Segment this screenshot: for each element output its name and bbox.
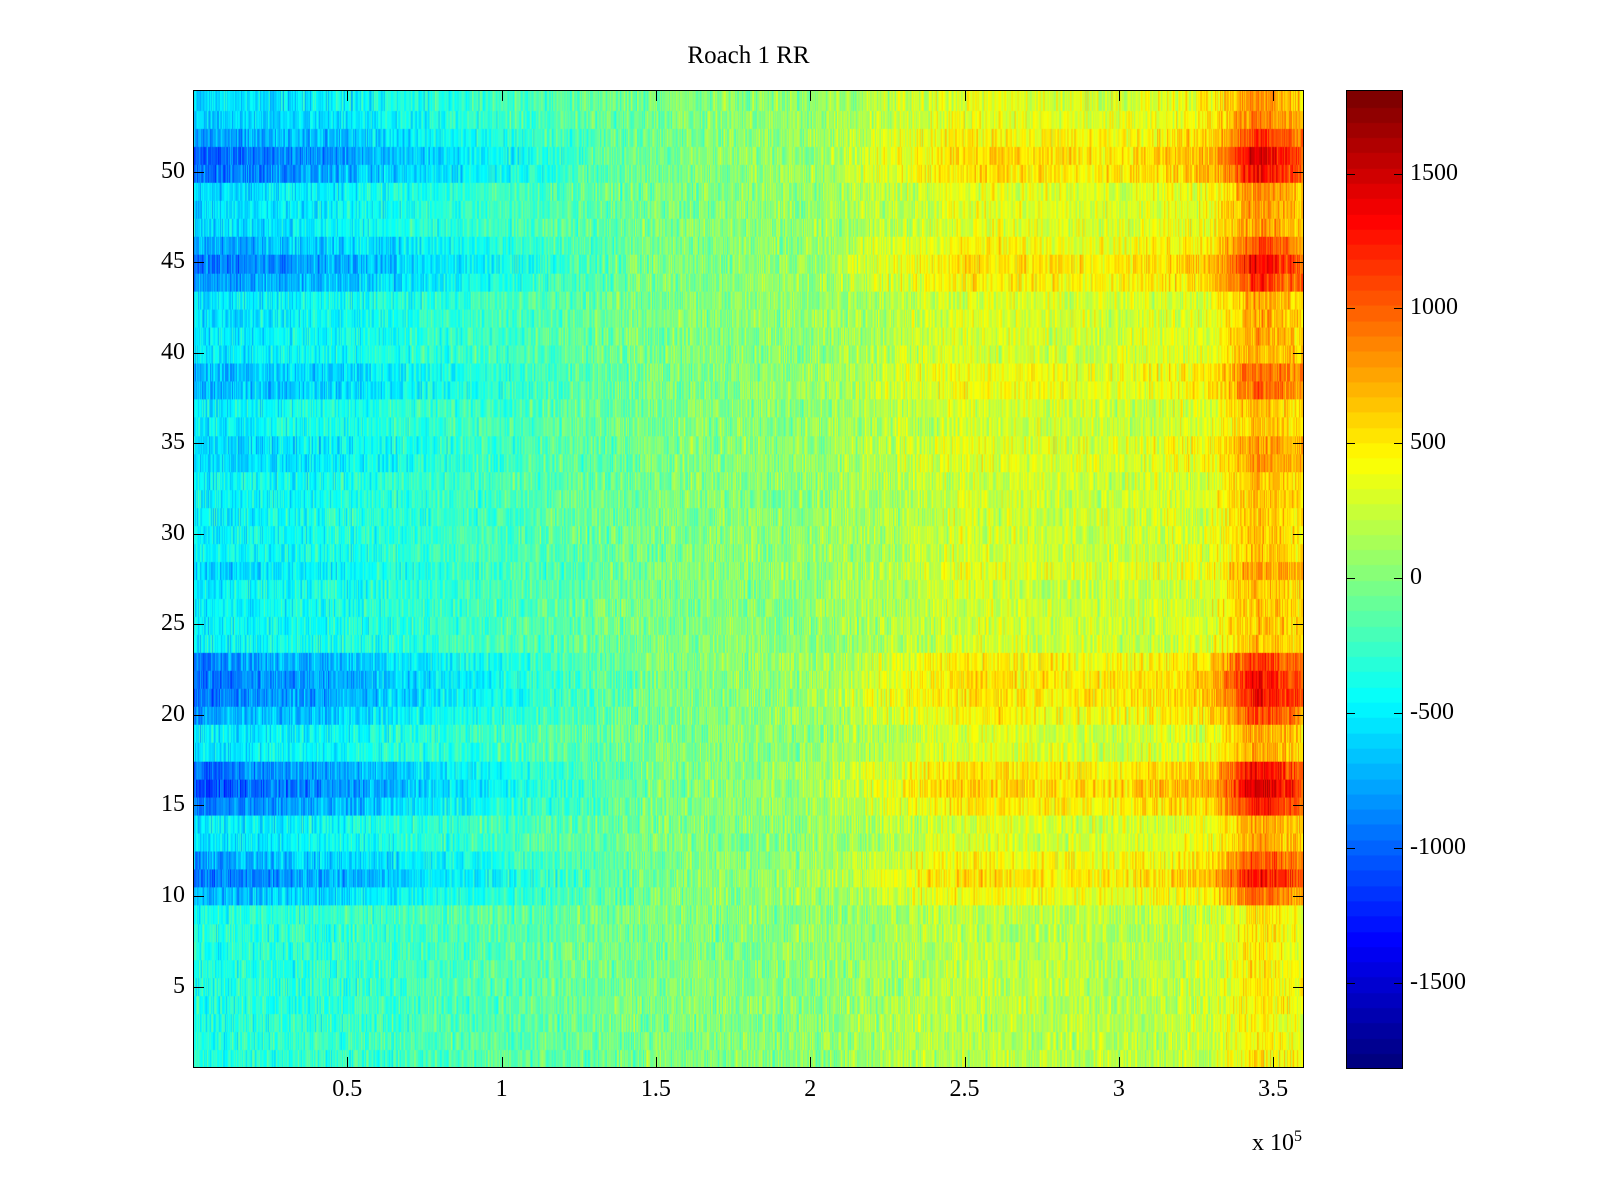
colorbar-tick-label: -500	[1410, 699, 1454, 725]
y-tick-label: 5	[173, 972, 185, 999]
x-tick-mark	[1273, 90, 1275, 101]
y-tick-mark	[1293, 443, 1304, 445]
colorbar-tick-mark	[1346, 578, 1355, 580]
y-tick-mark	[193, 895, 204, 897]
colorbar-tick-label: 1500	[1410, 159, 1458, 186]
y-tick-mark	[193, 443, 204, 445]
y-tick-label: 45	[161, 248, 185, 275]
x-tick-label: 2	[804, 1076, 817, 1102]
x-tick-mark	[810, 1057, 812, 1068]
x-axis-multiplier: x 105	[1252, 1128, 1302, 1157]
y-tick-mark	[1293, 171, 1304, 173]
colorbar-tick-mark	[1346, 443, 1355, 445]
x-tick-mark	[964, 90, 966, 101]
x-tick-mark	[1273, 1057, 1275, 1068]
colorbar-tick-mark	[1394, 578, 1403, 580]
x-tick-label: 3.5	[1258, 1076, 1289, 1102]
y-tick-mark	[1293, 805, 1304, 807]
heatmap-cells	[194, 91, 1303, 1067]
x-multiplier-exponent: 5	[1294, 1128, 1302, 1145]
x-tick-mark	[1118, 90, 1120, 101]
colorbar-tick-label: -1500	[1410, 968, 1466, 995]
y-tick-label: 15	[161, 791, 185, 818]
y-tick-mark	[193, 533, 204, 535]
colorbar-tick-mark	[1394, 173, 1403, 175]
colorbar-tick-mark	[1346, 173, 1355, 175]
colorbar-tick-label: 1000	[1410, 294, 1458, 321]
chart-title: Roach 1 RR	[687, 42, 810, 69]
x-tick-mark	[347, 1057, 349, 1068]
y-tick-label: 10	[161, 881, 185, 908]
x-tick-label: 1.5	[640, 1076, 671, 1102]
y-tick-mark	[193, 714, 204, 716]
colorbar-tick-mark	[1346, 713, 1355, 714]
y-tick-mark	[1293, 624, 1304, 626]
y-tick-label: 40	[161, 338, 185, 365]
y-tick-mark	[1293, 714, 1304, 716]
y-tick-label: 30	[161, 519, 185, 546]
plot-area	[193, 90, 1304, 1068]
colorbar-tick-mark	[1394, 713, 1403, 714]
x-tick-mark	[810, 90, 812, 101]
y-tick-mark	[193, 352, 204, 354]
colorbar-tick-mark	[1394, 982, 1403, 984]
y-tick-mark	[1293, 533, 1304, 535]
x-tick-mark	[964, 1057, 966, 1068]
y-tick-label: 50	[161, 157, 185, 184]
colorbar-tick-mark	[1346, 982, 1355, 984]
y-tick-label: 20	[161, 700, 185, 727]
x-tick-label: 0.5	[332, 1076, 363, 1102]
y-tick-label: 25	[161, 610, 185, 637]
colorbar-gradient	[1347, 91, 1402, 1068]
colorbar-tick-mark	[1346, 308, 1355, 310]
x-tick-label: 2.5	[949, 1076, 980, 1102]
colorbar-tick-mark	[1394, 443, 1403, 445]
y-tick-mark	[193, 171, 204, 173]
y-tick-mark	[1293, 986, 1304, 988]
y-tick-mark	[193, 262, 204, 264]
y-tick-label: 35	[161, 429, 185, 456]
colorbar-tick-label: 0	[1410, 564, 1422, 591]
y-tick-mark	[193, 986, 204, 988]
colorbar	[1346, 90, 1403, 1069]
x-tick-label: 3	[1112, 1076, 1125, 1102]
x-tick-mark	[1118, 1057, 1120, 1068]
colorbar-tick-mark	[1346, 847, 1355, 849]
y-tick-mark	[1293, 895, 1304, 897]
colorbar-tick-mark	[1394, 847, 1403, 849]
x-tick-mark	[501, 90, 503, 101]
x-tick-label: 1	[495, 1076, 508, 1102]
colorbar-tick-label: 500	[1410, 429, 1446, 456]
y-tick-mark	[1293, 352, 1304, 354]
x-tick-mark	[501, 1057, 503, 1068]
colorbar-tick-mark	[1394, 308, 1403, 310]
x-tick-mark	[347, 90, 349, 101]
x-multiplier-base: x 10	[1252, 1130, 1294, 1156]
x-tick-mark	[655, 90, 657, 101]
y-tick-mark	[1293, 262, 1304, 264]
y-tick-mark	[193, 805, 204, 807]
y-tick-mark	[193, 624, 204, 626]
x-tick-mark	[655, 1057, 657, 1068]
colorbar-tick-label: -1000	[1410, 833, 1466, 860]
